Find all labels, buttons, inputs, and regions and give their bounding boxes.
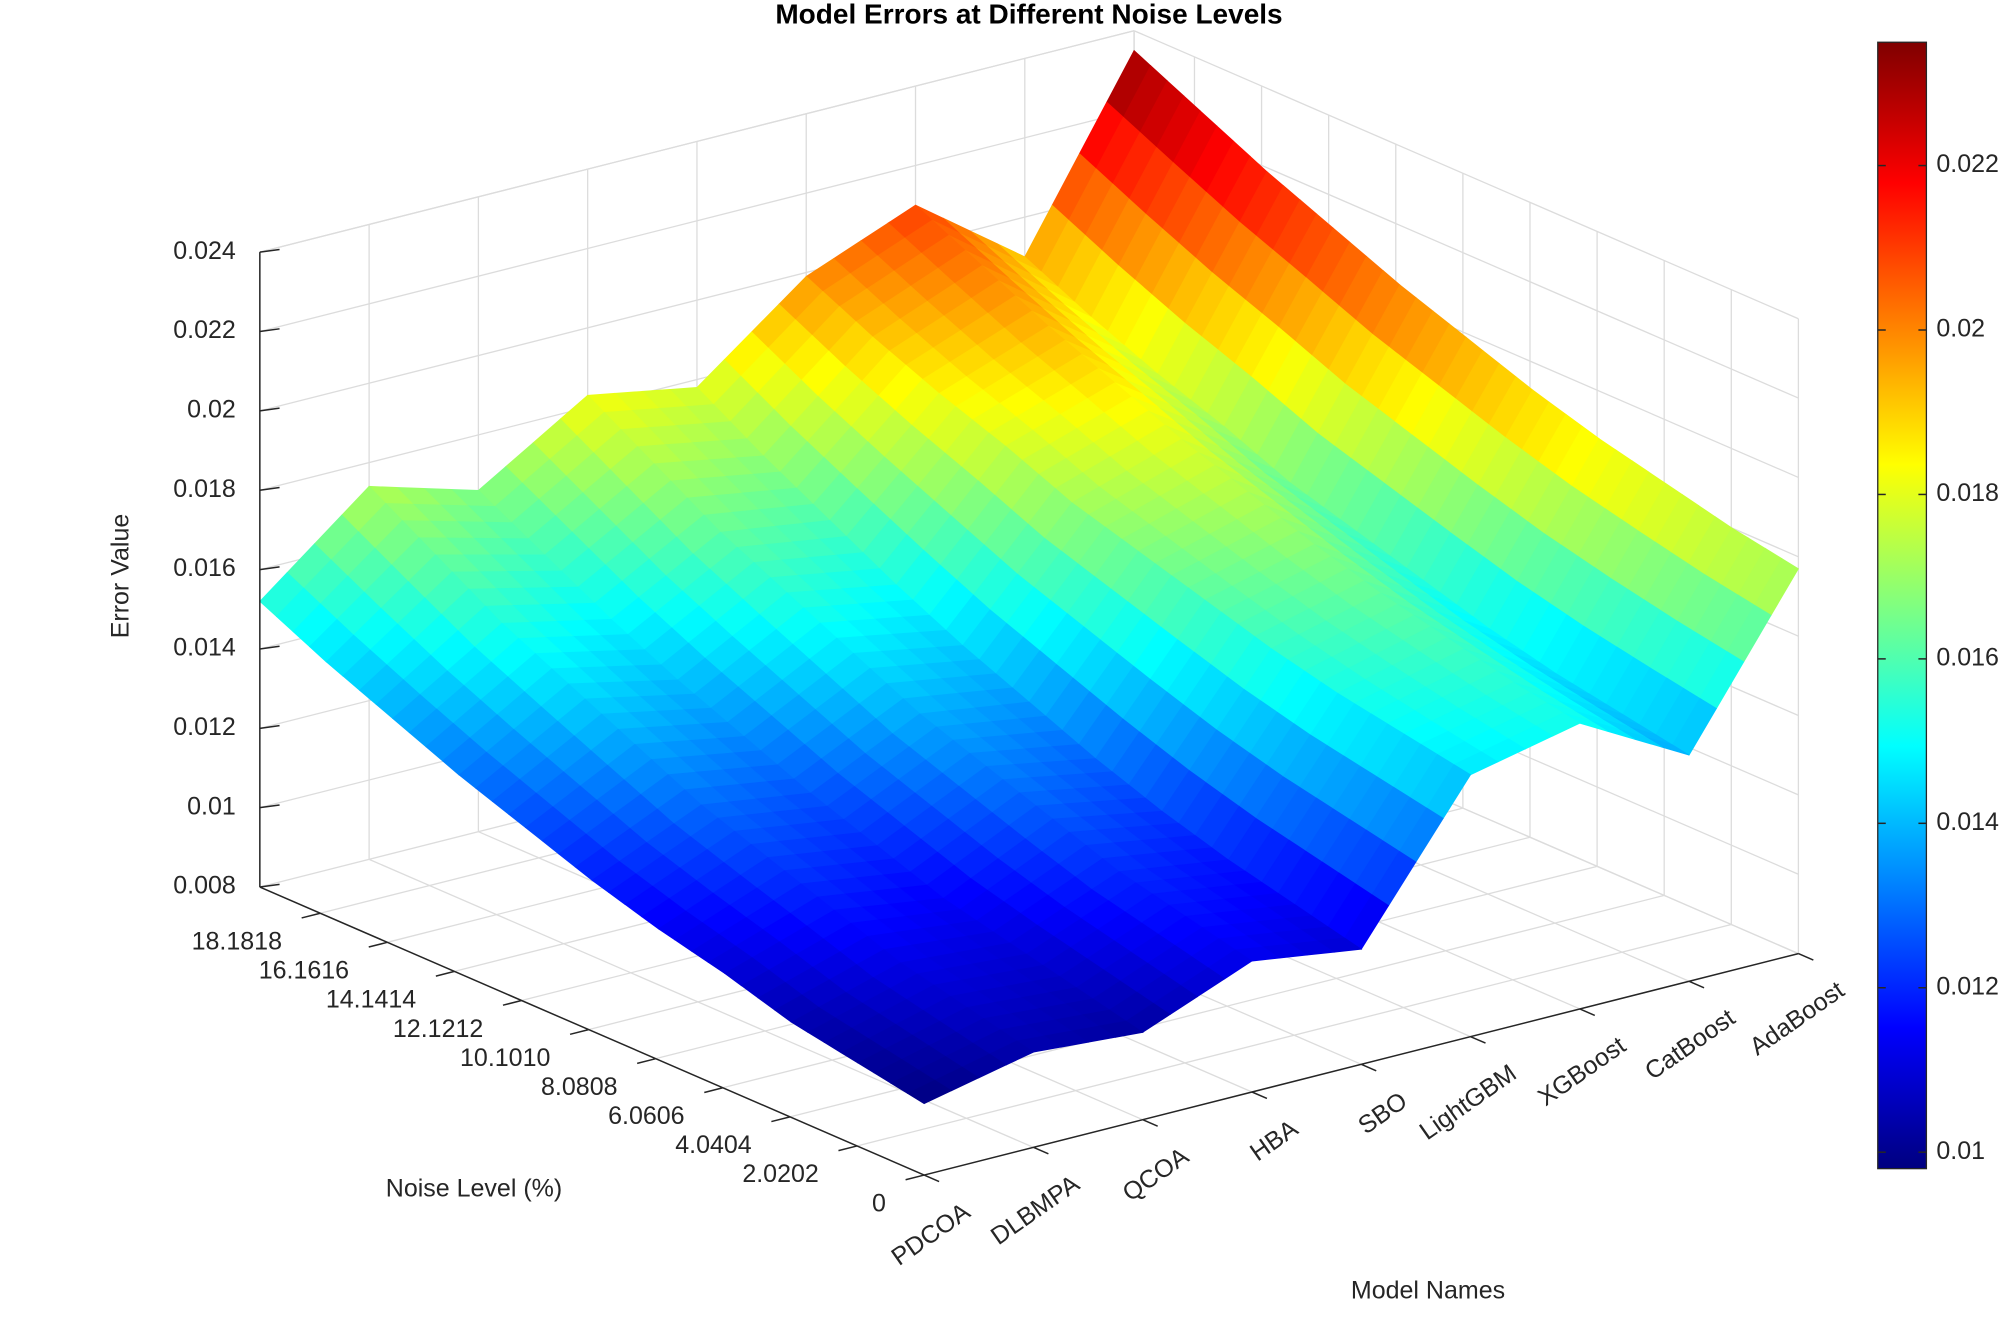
x-tick-label: QCOA [1117, 1142, 1194, 1207]
y-tick [435, 970, 455, 977]
y-tick-label: 14.1414 [326, 986, 416, 1014]
surface-patch [906, 1079, 953, 1105]
y-tick [368, 941, 388, 948]
y-tick [569, 1028, 589, 1036]
x-tick-label: PDCOA [886, 1197, 975, 1271]
z-tick [259, 883, 280, 888]
x-tick [1251, 1091, 1268, 1100]
colorbar-tick-label: 0.012 [1936, 972, 1999, 1000]
x-tick [1142, 1118, 1158, 1127]
z-tick-label: 0.022 [173, 316, 236, 344]
z-tick [259, 407, 280, 412]
grid-line [259, 188, 1135, 412]
y-tick [704, 1087, 724, 1094]
y-tick [771, 1116, 791, 1123]
colorbar-tick-label: 0.018 [1936, 479, 1999, 507]
x-tick-label: DLBMPA [986, 1170, 1085, 1251]
x-tick-label: XGBoost [1533, 1031, 1631, 1111]
grid-line [856, 923, 1732, 1147]
colorbar-tick-label: 0.02 [1936, 315, 1985, 343]
y-tick-label: 18.1818 [192, 928, 282, 956]
z-tick-label: 0.024 [173, 237, 236, 265]
y-tick-label: 8.0808 [541, 1073, 617, 1101]
y-tick [838, 1145, 858, 1152]
grid-line [259, 30, 1135, 253]
x-tick [1033, 1146, 1049, 1155]
z-tick-label: 0.01 [187, 792, 236, 820]
x-tick-label: LightGBM [1415, 1059, 1522, 1146]
z-tick [259, 566, 280, 571]
z-tick-label: 0.014 [173, 634, 236, 662]
x-tick [923, 1174, 940, 1183]
z-tick-label: 0.018 [173, 475, 236, 503]
z-tick [259, 248, 280, 253]
x-tick-label: AdaBoost [1745, 976, 1850, 1061]
z-tick-label: 0.016 [173, 554, 236, 582]
x-tick-label: SBO [1353, 1087, 1412, 1140]
z-tick [259, 645, 280, 650]
y-tick-label: 10.1010 [460, 1044, 550, 1072]
x-axis-label: Model Names [1351, 1277, 1505, 1305]
z-axis-label: Error Value [107, 514, 135, 639]
colorbar-tick-label: 0.01 [1936, 1137, 1985, 1165]
y-tick-label: 12.1212 [393, 1015, 483, 1043]
surface [259, 49, 1799, 1105]
colorbar [1877, 41, 1928, 1170]
y-tick [905, 1174, 925, 1181]
x-tick-label: CatBoost [1640, 1004, 1740, 1086]
y-tick [502, 999, 522, 1006]
y-axis-label: Noise Level (%) [386, 1175, 562, 1203]
x-tick [1798, 952, 1814, 961]
y-tick [301, 912, 321, 919]
z-tick [259, 724, 280, 730]
y-tick-label: 16.1616 [259, 957, 349, 985]
colorbar-tick-label: 0.014 [1936, 808, 1999, 836]
z-tick [259, 486, 280, 491]
x-tick [1470, 1035, 1486, 1044]
grid-line [259, 109, 1135, 333]
colorbar-tick-label: 0.016 [1936, 643, 1999, 671]
z-tick-label: 0.012 [173, 713, 236, 741]
y-tick-label: 6.0606 [608, 1102, 684, 1130]
x-tick [1688, 980, 1705, 989]
grid-line [1133, 30, 1799, 320]
y-tick [636, 1057, 656, 1065]
z-tick-label: 0.008 [173, 872, 236, 900]
z-tick-label: 0.02 [187, 395, 236, 423]
chart-title: Model Errors at Different Noise Levels [775, 0, 1282, 29]
x-tick [1360, 1063, 1377, 1072]
y-axis-line [259, 886, 925, 1176]
y-tick-label: 4.0404 [675, 1131, 752, 1159]
colorbar-tick-label: 0.022 [1936, 150, 1999, 178]
x-tick [1579, 1008, 1596, 1017]
z-tick [259, 804, 280, 809]
y-tick-label: 0 [872, 1189, 886, 1217]
x-tick-label: HBA [1245, 1114, 1303, 1167]
y-tick-label: 2.0202 [742, 1160, 818, 1188]
z-tick [259, 328, 280, 333]
